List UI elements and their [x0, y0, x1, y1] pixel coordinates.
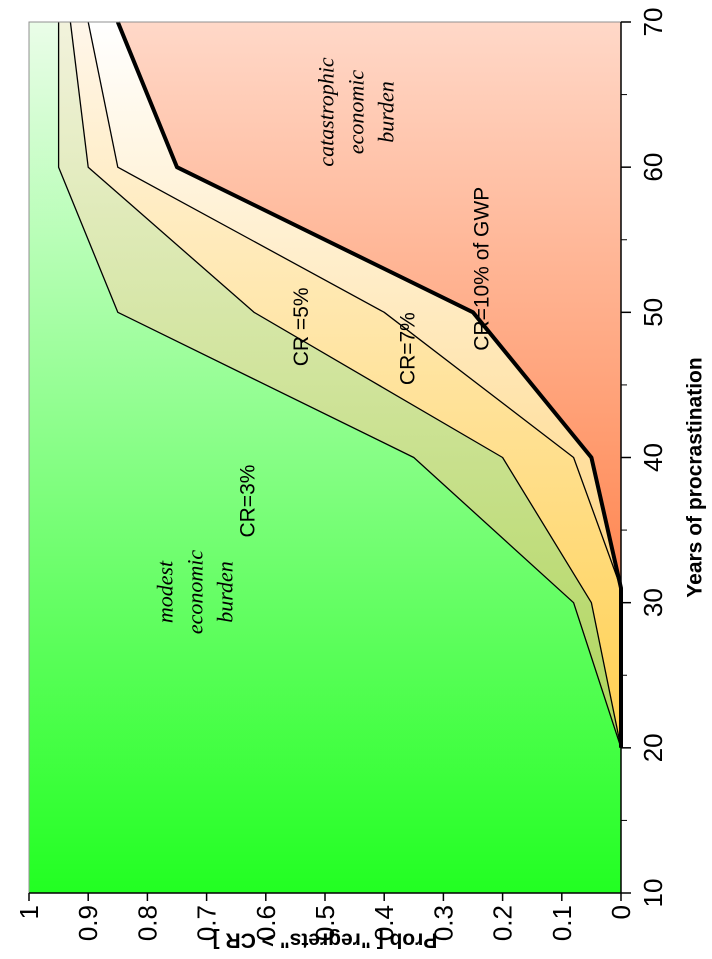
series-label-cr-7: CR=7% [396, 312, 419, 385]
annotation-modest-burden-line: economic [183, 550, 208, 635]
plot-regions [29, 22, 622, 893]
y-tick-label: 1 [14, 905, 44, 919]
x-tick-label: 40 [638, 443, 668, 472]
y-axis-title: Prob [ "regrets" > CR ] [213, 929, 438, 952]
annotation-catastrophic-burden-line: catastrophic [314, 57, 339, 166]
y-tick-label: 0.6 [251, 905, 281, 941]
annotation-modest-burden-line: modest [153, 560, 178, 623]
region-catastrophic-burden [117, 22, 622, 893]
series-label-cr-10: CR=10% of GWP [470, 187, 493, 351]
region-modest-burden [29, 22, 621, 893]
y-tick-label: 0.1 [547, 905, 577, 941]
series-line-cr-5 [69, 21, 622, 748]
x-tick-label: 10 [638, 879, 668, 908]
annotation-catastrophic-burden-line: economic [344, 70, 369, 155]
annotation-catastrophic-burden-line: burden [374, 81, 399, 143]
x-tick-label: 50 [638, 298, 668, 327]
series-label-cr-3: CR=3% [237, 465, 260, 538]
x-tick-label: 60 [638, 153, 668, 182]
y-tick-label: 0.4 [369, 905, 399, 941]
y-tick-label: 0.8 [132, 905, 162, 941]
axes: 10 20 30 40 50 60 70 0 0.1 0.2 0.3 0.4 0.5 0.6 0.7 0.8 0… [14, 8, 668, 942]
x-tick-label: 20 [638, 733, 668, 762]
y-tick-label: 0.5 [310, 905, 340, 941]
x-tick-label: 30 [638, 588, 668, 617]
band-cr7-cr10 [88, 22, 621, 893]
series-label-cr-5: CR =5% [290, 287, 313, 366]
y-tick-label: 0.7 [192, 905, 222, 941]
series-line-cr-3 [57, 22, 622, 749]
y-tick-label: 0.2 [488, 905, 518, 941]
y-tick-label: 0 [606, 905, 636, 919]
annotation-modest-burden: modest economic burden [153, 550, 238, 635]
x-tick-label: 70 [638, 8, 668, 37]
labels: Years of procrastination Prob [ "regrets"… [153, 57, 707, 951]
y-tick-label: 0.9 [73, 905, 103, 941]
band-cr5-cr7 [70, 22, 621, 893]
x-axis-title: Years of procrastination [684, 357, 707, 597]
y-tick-label: 0.3 [428, 905, 458, 941]
annotation-catastrophic-burden: catastrophic economic burden [314, 57, 399, 166]
annotation-modest-burden-line: burden [213, 561, 238, 623]
